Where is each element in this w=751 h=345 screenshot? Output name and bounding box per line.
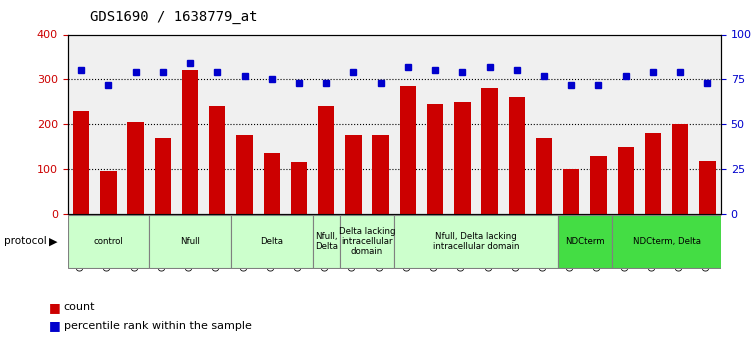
Bar	[128, 122, 144, 214]
Text: NDCterm, Delta: NDCterm, Delta	[632, 237, 701, 246]
Bar	[508, 97, 525, 214]
FancyBboxPatch shape	[557, 215, 612, 268]
Bar	[672, 124, 688, 214]
FancyBboxPatch shape	[612, 215, 721, 268]
Bar	[563, 169, 580, 214]
Bar	[291, 162, 307, 214]
Text: ▶: ▶	[49, 237, 57, 246]
Text: Nfull, Delta lacking
intracellular domain: Nfull, Delta lacking intracellular domai…	[433, 232, 519, 251]
Bar	[427, 104, 443, 214]
Bar	[644, 133, 661, 214]
Bar	[481, 88, 498, 214]
Bar	[101, 171, 116, 214]
Bar	[372, 136, 389, 214]
Bar	[699, 161, 716, 214]
Text: GDS1690 / 1638779_at: GDS1690 / 1638779_at	[90, 10, 258, 24]
Text: NDCterm: NDCterm	[565, 237, 605, 246]
Bar	[454, 102, 470, 214]
Bar	[73, 111, 89, 214]
Text: Delta: Delta	[261, 237, 283, 246]
Text: Nfull,
Delta: Nfull, Delta	[315, 232, 338, 251]
Bar	[590, 156, 607, 214]
FancyBboxPatch shape	[149, 215, 231, 268]
FancyBboxPatch shape	[312, 215, 339, 268]
Bar	[617, 147, 634, 214]
FancyBboxPatch shape	[68, 215, 149, 268]
Bar	[209, 106, 225, 214]
Bar	[264, 153, 280, 214]
Text: ■: ■	[49, 300, 61, 314]
Bar	[182, 70, 198, 214]
Bar	[155, 138, 171, 214]
Text: count: count	[64, 302, 95, 312]
Text: control: control	[94, 237, 123, 246]
Bar	[400, 86, 416, 214]
Text: Delta lacking
intracellular
domain: Delta lacking intracellular domain	[339, 227, 395, 256]
Bar	[318, 106, 334, 214]
Text: protocol: protocol	[4, 237, 47, 246]
Text: Nfull: Nfull	[180, 237, 200, 246]
Bar	[536, 138, 552, 214]
FancyBboxPatch shape	[339, 215, 394, 268]
Bar	[345, 136, 362, 214]
Text: ■: ■	[49, 319, 61, 333]
Bar	[237, 136, 252, 214]
FancyBboxPatch shape	[231, 215, 312, 268]
FancyBboxPatch shape	[394, 215, 557, 268]
Text: percentile rank within the sample: percentile rank within the sample	[64, 321, 252, 331]
